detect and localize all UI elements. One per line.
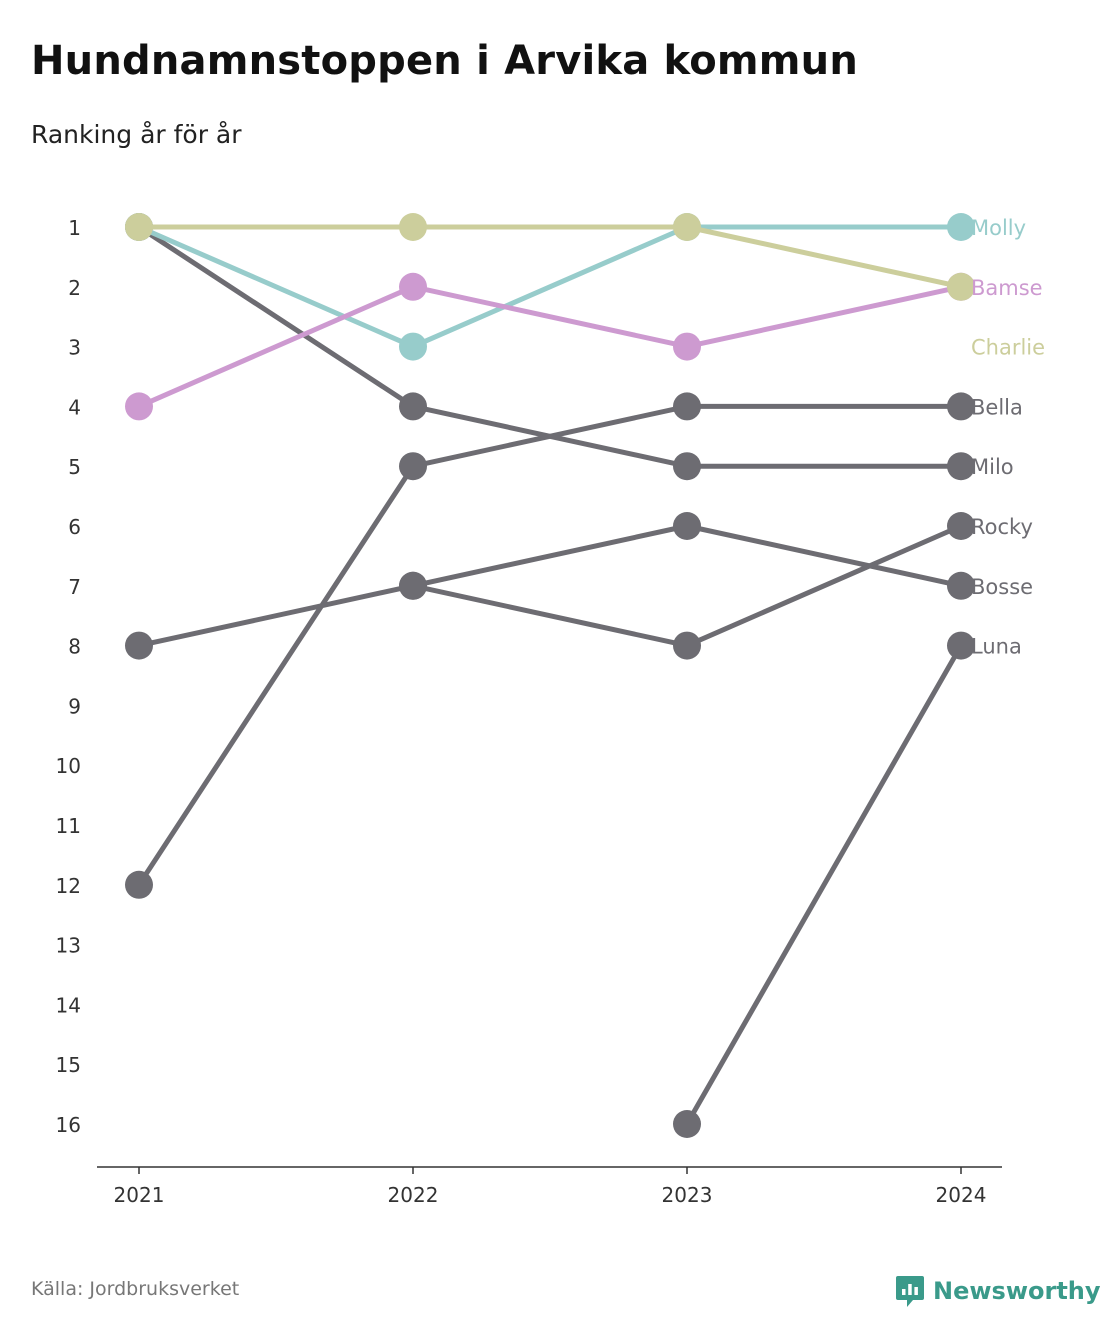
series-bamse [125, 272, 975, 421]
series-label-bella: Bella [971, 395, 1023, 419]
data-point-molly [947, 213, 975, 241]
y-tick-label: 10 [56, 754, 81, 778]
series-luna [673, 631, 975, 1138]
data-point-charlie [125, 213, 153, 241]
data-point-milo [673, 452, 701, 481]
data-point-bosse [125, 631, 153, 660]
y-tick-label: 4 [68, 395, 81, 419]
data-point-milo [399, 392, 427, 421]
series-label-charlie: Charlie [971, 336, 1045, 360]
y-tick-label: 11 [56, 814, 81, 838]
data-point-charlie [947, 272, 975, 301]
data-point-bella [399, 452, 427, 481]
x-tick-label: 2021 [114, 1183, 165, 1207]
series-label-luna: Luna [971, 635, 1022, 659]
series-line-bamse [136, 284, 964, 409]
data-point-luna [947, 631, 975, 660]
series-label-milo: Milo [971, 455, 1014, 479]
chart-title: Hundnamnstoppen i Arvika kommun [31, 38, 859, 84]
series-milo [125, 213, 975, 481]
data-point-bella [947, 392, 975, 421]
series-label-bamse: Bamse [971, 276, 1043, 300]
series-label-rocky: Rocky [971, 515, 1033, 539]
y-tick-label: 8 [68, 635, 81, 659]
y-tick-label: 2 [68, 276, 81, 300]
y-tick-label: 3 [68, 336, 81, 360]
series-charlie [125, 213, 975, 301]
source-note: Källa: Jordbruksverket [31, 1278, 240, 1300]
data-point-rocky [947, 512, 975, 540]
x-tick-label: 2023 [662, 1183, 713, 1207]
data-point-bamse [673, 332, 701, 361]
x-tick-label: 2022 [388, 1183, 439, 1207]
y-tick-label: 14 [56, 993, 81, 1017]
series-line-milo [136, 224, 964, 469]
data-point-bella [125, 870, 153, 899]
x-tick-label: 2024 [936, 1183, 987, 1207]
y-tick-label: 16 [56, 1113, 81, 1137]
data-point-rocky [673, 631, 701, 660]
data-point-bella [673, 392, 701, 421]
newsworthy-logo[interactable]: Newsworthy [895, 1274, 1101, 1308]
data-point-charlie [399, 213, 427, 241]
newsworthy-logo-text: Newsworthy [933, 1277, 1101, 1305]
series-line-bosse [136, 523, 964, 649]
data-point-bosse [947, 571, 975, 600]
data-point-molly [399, 332, 427, 361]
y-tick-label: 9 [68, 694, 81, 718]
newsworthy-logo-icon [896, 1276, 924, 1307]
series-line-rocky [410, 523, 964, 649]
chart-subtitle: Ranking år för år [31, 120, 242, 149]
x-axis: 2021 2022 2023 2024 [97, 1166, 1002, 1207]
data-point-bamse [399, 272, 427, 301]
data-point-luna [673, 1110, 701, 1138]
y-tick-label: 13 [56, 934, 81, 958]
series-line-molly [136, 224, 964, 350]
y-tick-label: 6 [68, 515, 81, 539]
y-tick-label: 1 [68, 216, 81, 240]
series-line-luna [684, 643, 964, 1127]
y-tick-label: 7 [68, 575, 81, 599]
series-labels: Molly Bamse Charlie Bella Milo Rocky Bosse Luna [971, 216, 1045, 659]
y-tick-label: 5 [68, 455, 81, 479]
data-point-bosse [673, 512, 701, 540]
series-line-bella [136, 403, 964, 888]
series-line-charlie [136, 224, 964, 290]
data-point-bamse [125, 392, 153, 421]
series-bosse [125, 512, 975, 660]
y-tick-label: 15 [56, 1053, 81, 1077]
series-label-molly: Molly [971, 216, 1026, 240]
data-point-bosse [399, 571, 427, 600]
series-molly [125, 213, 975, 361]
data-point-milo [947, 452, 975, 481]
data-point-charlie [673, 213, 701, 241]
series-label-bosse: Bosse [971, 575, 1033, 599]
y-tick-label: 12 [56, 874, 81, 898]
